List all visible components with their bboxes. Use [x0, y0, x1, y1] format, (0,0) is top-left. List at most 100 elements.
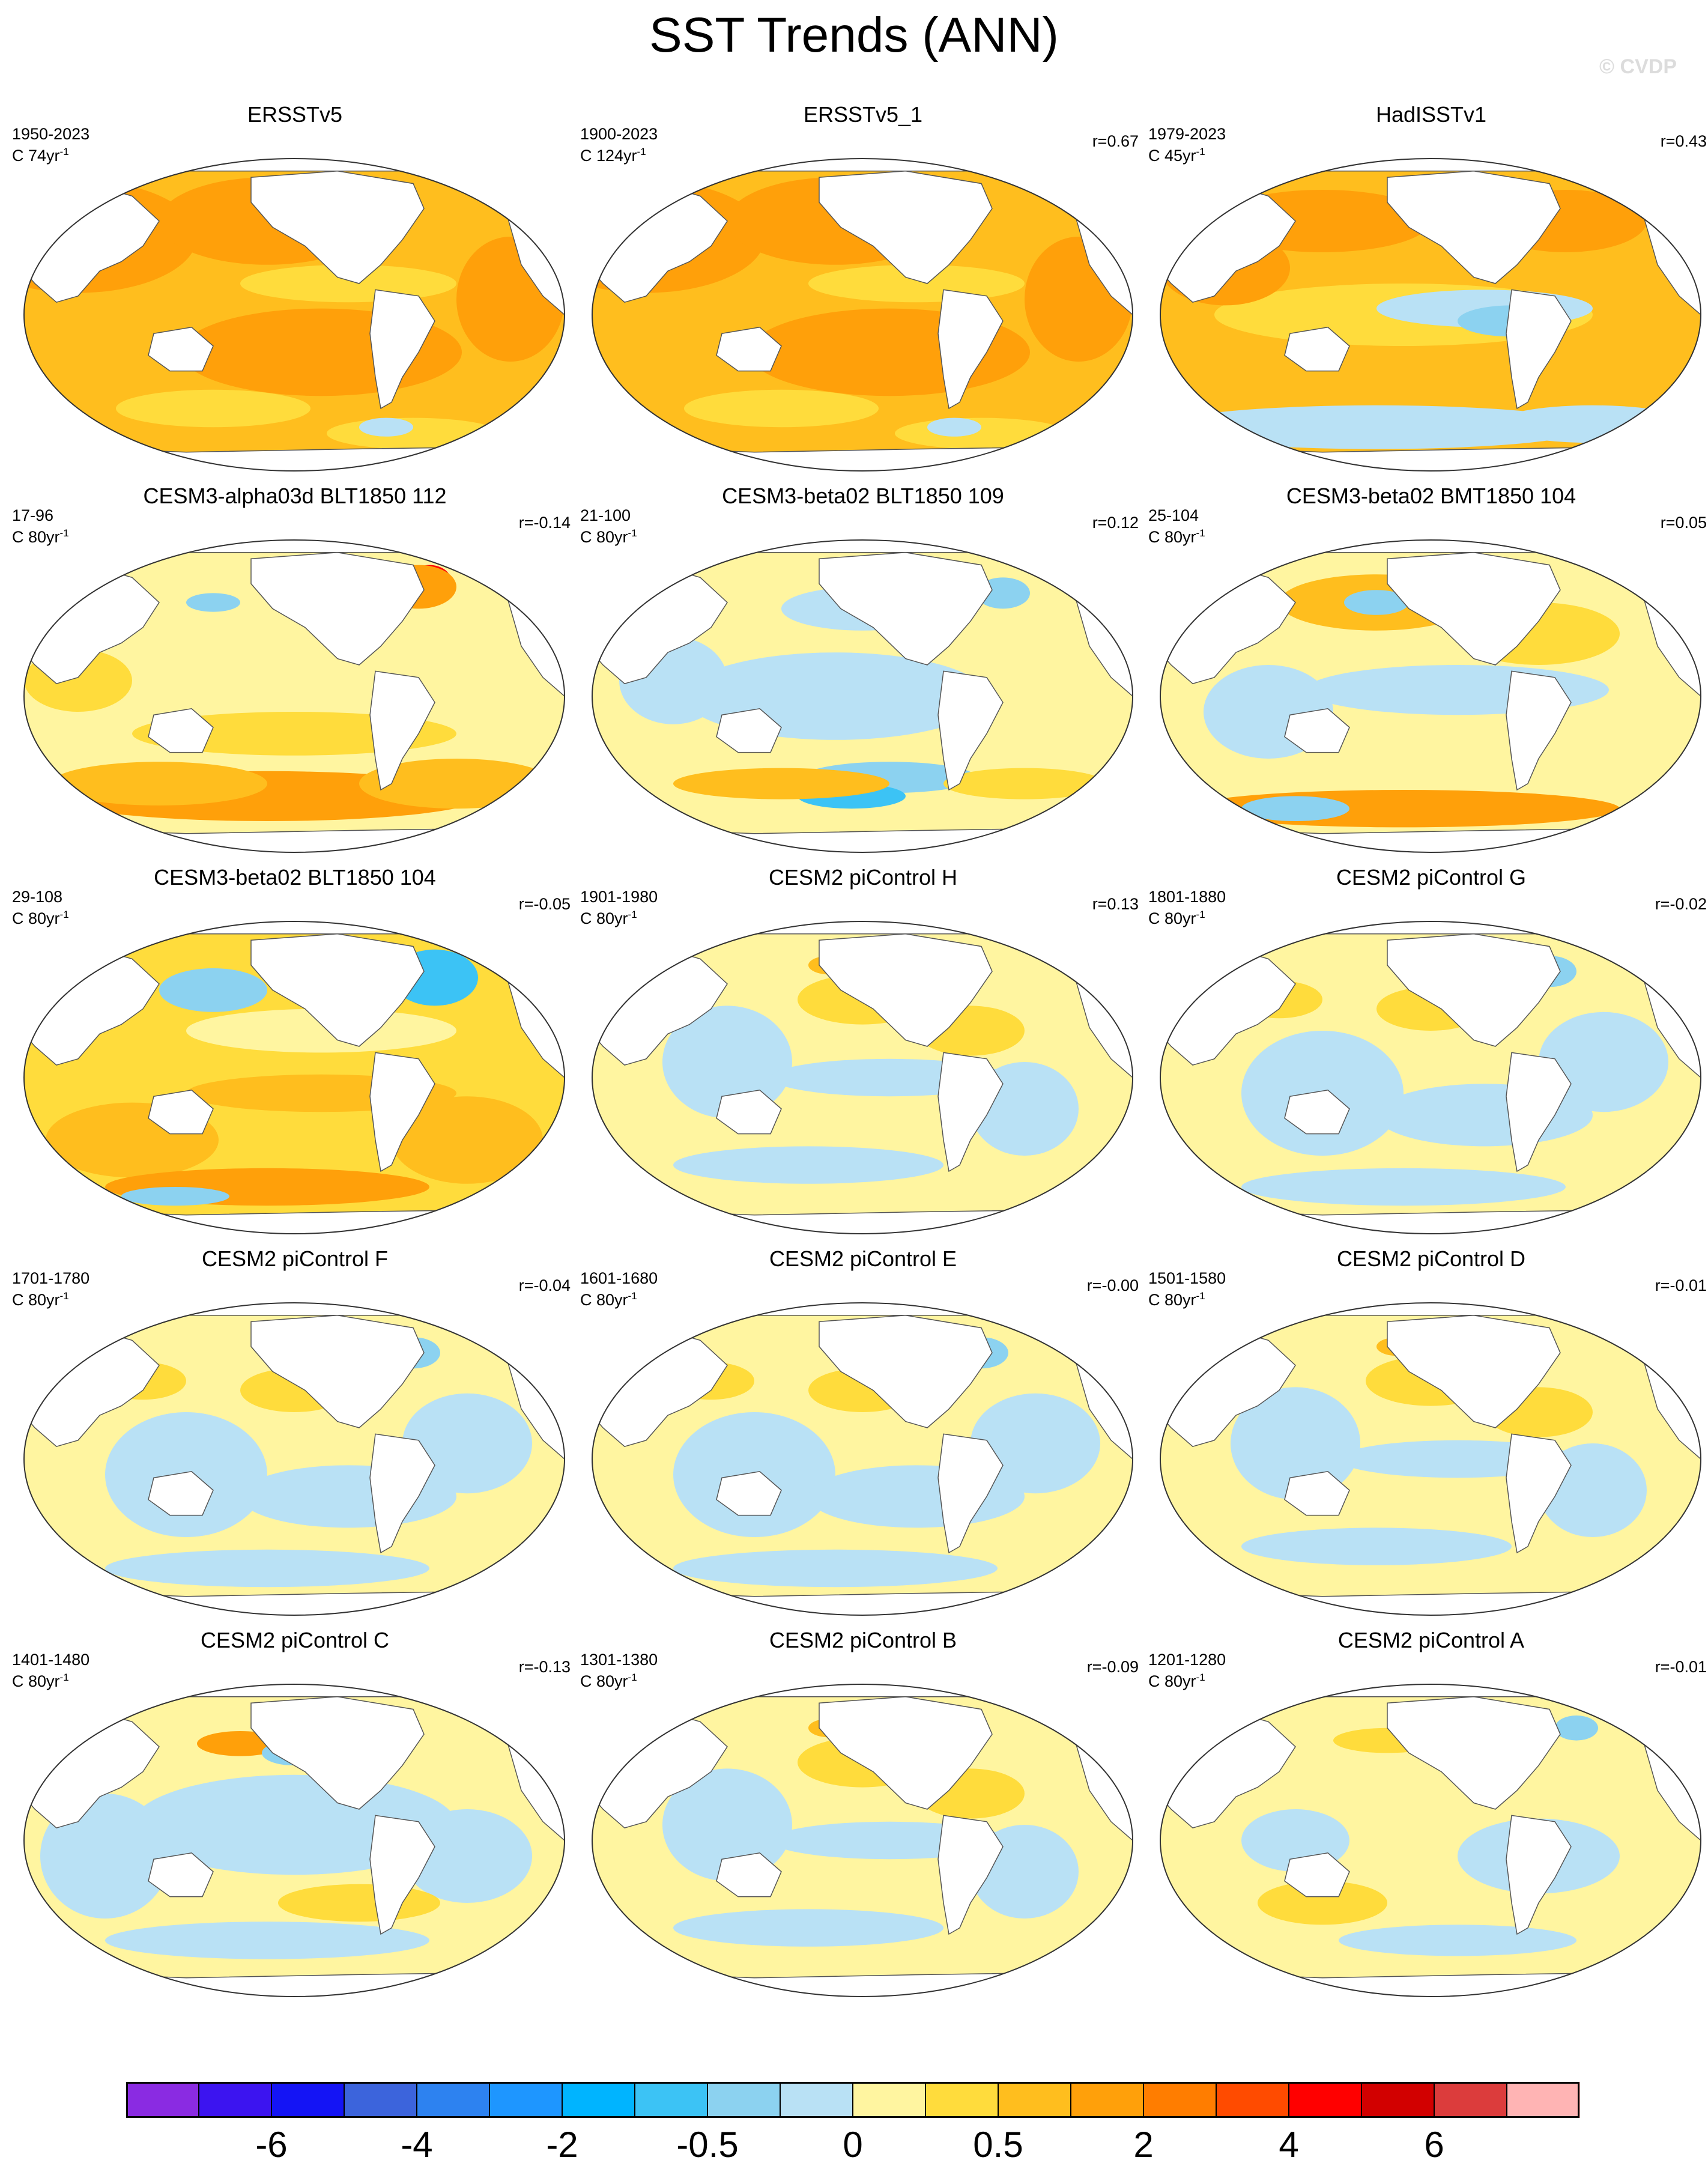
map-border	[23, 1684, 565, 1997]
land-mass	[24, 445, 565, 471]
map-border	[1160, 1684, 1701, 1997]
map-border	[592, 158, 1133, 472]
copyright-label: © CVDP	[1599, 55, 1677, 78]
panel-period: 21-100	[580, 506, 631, 524]
land-mass	[369, 289, 435, 410]
colorbar-swatch	[1071, 2082, 1144, 2118]
land-mass	[1506, 289, 1572, 410]
colorbar-tick-label: 2	[1133, 2125, 1154, 2165]
trend-anomaly	[1241, 1168, 1566, 1206]
sst-map	[592, 1302, 1133, 1616]
panel-period: 1900-2023	[580, 125, 658, 143]
colorbar-divider	[634, 2082, 635, 2118]
land-mass	[937, 670, 1004, 791]
trend-anomaly	[1160, 405, 1593, 449]
panel-title: CESM2 piControl G	[1336, 865, 1527, 890]
land-mass	[1160, 1303, 1701, 1316]
map-border	[1160, 921, 1701, 1234]
panel-scale: C 80yr-1	[12, 909, 69, 927]
trend-anomaly	[1539, 1012, 1668, 1112]
trend-anomaly	[927, 417, 981, 437]
colorbar-divider	[1143, 2082, 1144, 2118]
land-mass	[24, 1684, 565, 1697]
colorbar-divider	[925, 2082, 926, 2118]
panel-scale: C 80yr-1	[12, 527, 69, 546]
land-mass	[148, 327, 214, 372]
panel-correlation: r=-0.00	[1086, 1276, 1139, 1294]
map-panel: CESM2 piControl F 1701-1780 C 80yr-1 r=-0.0…	[12, 1246, 578, 1625]
colorbar-swatch	[417, 2082, 490, 2118]
panel-scale: C 80yr-1	[12, 1672, 69, 1690]
land-mass	[369, 1052, 435, 1172]
land-mass	[250, 933, 425, 1047]
land-mass	[819, 933, 993, 1047]
land-mass	[819, 1315, 993, 1428]
panel-correlation: r=0.13	[1092, 895, 1139, 913]
trend-anomaly	[159, 968, 267, 1012]
land-mass	[24, 1971, 565, 1997]
land-mass	[592, 540, 1133, 553]
panel-period: 29-108	[12, 888, 63, 906]
land-mass	[24, 827, 565, 852]
trend-anomaly	[186, 1009, 456, 1053]
land-mass	[24, 1208, 565, 1234]
map-panel: CESM2 piControl E 1601-1680 C 80yr-1 r=-0.0…	[580, 1246, 1146, 1625]
land-mass	[1506, 1433, 1572, 1554]
land-mass	[1160, 1971, 1701, 1997]
colorbar-swatch	[562, 2082, 635, 2118]
colorbar-divider	[1070, 2082, 1071, 2118]
map-border	[1160, 1302, 1701, 1616]
colorbar-divider	[416, 2082, 417, 2118]
trend-anomaly	[402, 1393, 532, 1494]
panel-period: 1501-1580	[1148, 1269, 1226, 1287]
land-mass	[592, 1684, 1133, 1697]
land-mass	[24, 540, 565, 553]
colorbar-divider	[1434, 2082, 1435, 2118]
trend-anomaly	[808, 264, 1025, 303]
map-border	[592, 1302, 1133, 1616]
sst-map	[592, 158, 1133, 472]
colorbar-divider	[271, 2082, 272, 2118]
trend-anomaly	[186, 593, 240, 612]
colorbar-divider	[562, 2082, 563, 2118]
panel-scale: C 80yr-1	[580, 527, 637, 546]
land-mass	[1387, 1315, 1561, 1428]
colorbar-divider	[1216, 2082, 1217, 2118]
land-mass	[1387, 552, 1561, 666]
colorbar-swatch	[925, 2082, 999, 2118]
map-border	[1160, 539, 1701, 853]
map-panel-grid: ERSSTv5 1950-2023 C 74yr-1 ERSSTv5_1 1900-20…	[12, 102, 1707, 1997]
sst-map	[23, 1302, 565, 1616]
panel-title: CESM2 piControl F	[201, 1246, 389, 1271]
land-mass	[937, 289, 1004, 410]
map-border	[592, 921, 1133, 1234]
land-mass	[819, 171, 993, 284]
trend-anomaly	[673, 1146, 943, 1184]
colorbar-swatch	[707, 2082, 781, 2118]
colorbar-swatch	[1143, 2082, 1217, 2118]
land-mass	[1160, 1589, 1701, 1615]
land-mass	[716, 1471, 782, 1516]
land-mass	[1160, 1208, 1701, 1234]
map-border	[23, 921, 565, 1234]
colorbar-tick-label: -2	[546, 2125, 578, 2165]
land-mass	[592, 1971, 1133, 1997]
trend-anomaly	[684, 389, 879, 428]
colorbar-swatch	[1361, 2082, 1435, 2118]
map-border	[592, 1684, 1133, 1997]
trend-anomaly	[1241, 796, 1349, 821]
panel-scale: C 80yr-1	[1148, 527, 1205, 546]
land-mass	[937, 1433, 1004, 1554]
colorbar-swatch	[271, 2082, 345, 2118]
colorbar-divider	[707, 2082, 708, 2118]
page-title: SST Trends (ANN)	[649, 8, 1059, 62]
trend-anomaly	[392, 1096, 543, 1184]
land-mass	[592, 445, 1133, 471]
land-mass	[716, 1852, 782, 1897]
land-mass	[592, 1303, 1133, 1316]
trend-anomaly	[40, 1794, 170, 1919]
panel-title: CESM2 piControl C	[200, 1628, 390, 1652]
panel-title: CESM2 piControl E	[769, 1246, 957, 1271]
trend-anomaly	[327, 417, 500, 449]
land-mass	[1160, 445, 1701, 471]
